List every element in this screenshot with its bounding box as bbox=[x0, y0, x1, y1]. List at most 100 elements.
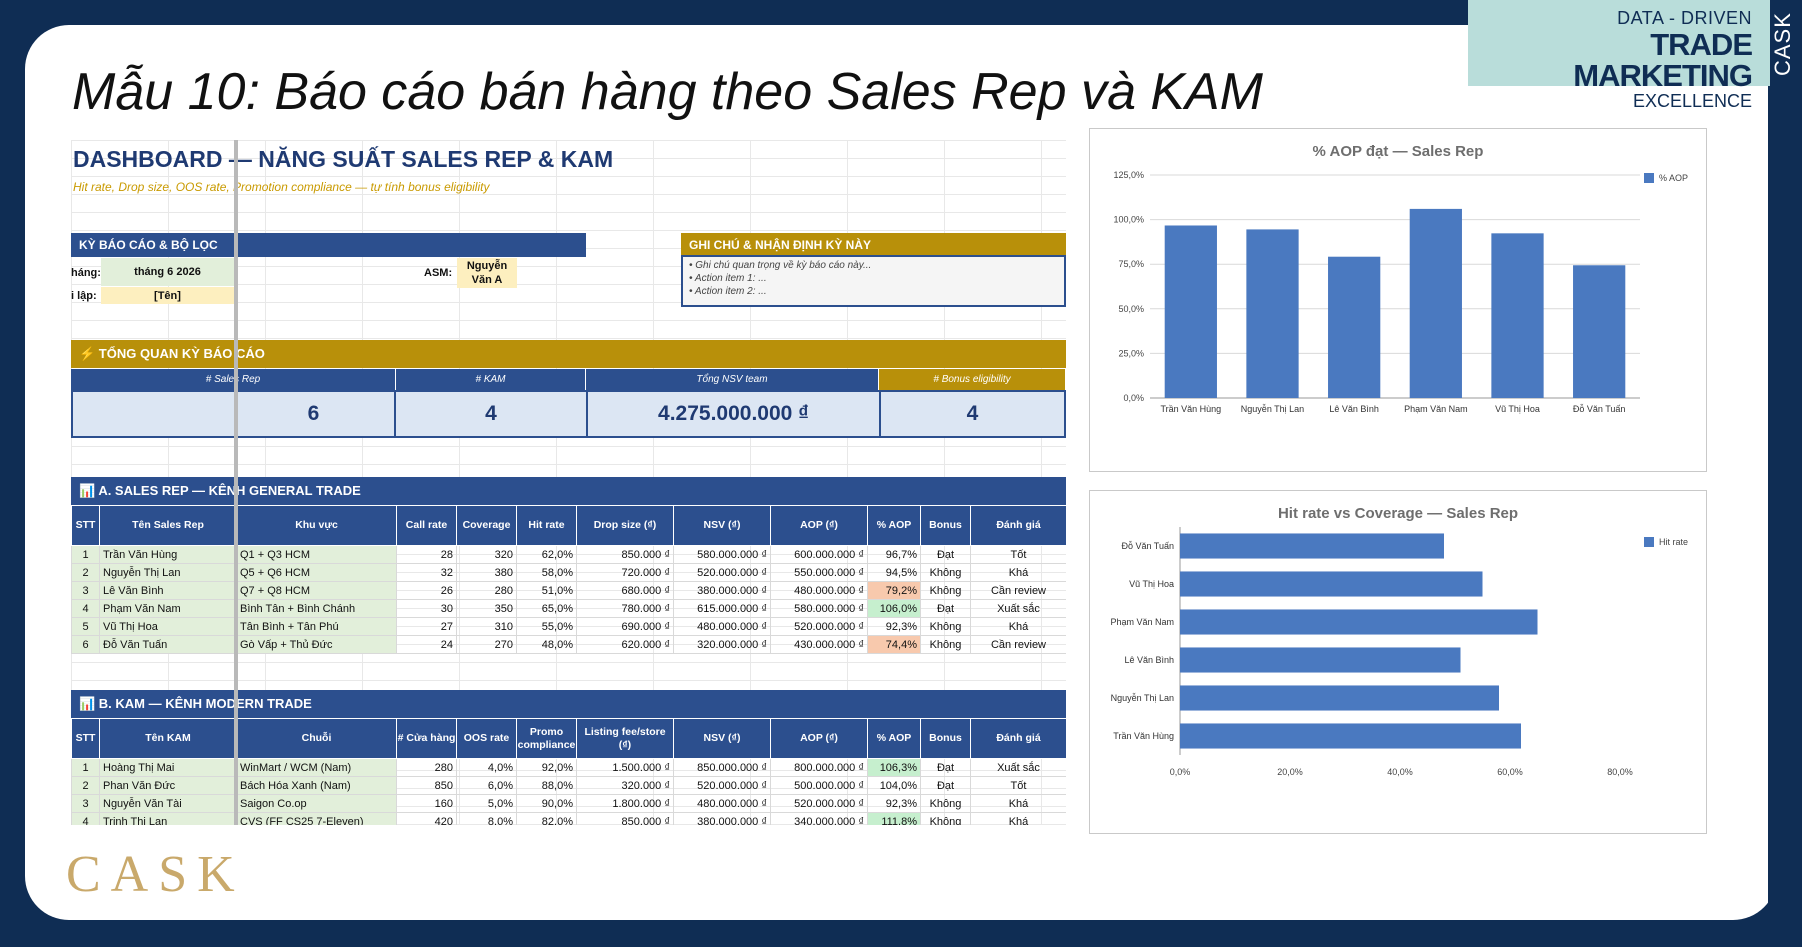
table-cell[interactable]: 615.000.000 ₫ bbox=[673, 599, 771, 618]
table-cell[interactable]: Không bbox=[920, 794, 971, 813]
table-cell[interactable]: Hoàng Thị Mai bbox=[99, 758, 237, 777]
column-header[interactable]: AOP (₫) bbox=[770, 505, 868, 546]
table-row[interactable]: 6 Đỗ Văn Tuấn Gò Vấp + Thủ Đức 24 270 48,0% 62… bbox=[71, 635, 1066, 654]
column-header[interactable]: % AOP bbox=[867, 505, 921, 546]
table-cell[interactable]: 55,0% bbox=[516, 617, 577, 636]
table-cell[interactable]: Không bbox=[920, 581, 971, 600]
table-cell[interactable]: CVS (FF CS25 7-Eleven) bbox=[236, 812, 397, 825]
table-cell[interactable]: 88,0% bbox=[516, 776, 577, 795]
table-cell[interactable]: 48,0% bbox=[516, 635, 577, 654]
table-row[interactable]: 2 Phan Văn Đức Bách Hóa Xanh (Nam) 850 6,0% 8… bbox=[71, 776, 1066, 795]
column-header[interactable]: Call rate bbox=[396, 505, 457, 546]
table-cell[interactable]: 620.000 ₫ bbox=[576, 635, 674, 654]
table-cell[interactable]: Trần Văn Hùng bbox=[99, 545, 237, 564]
column-header[interactable]: Đánh giá bbox=[970, 505, 1066, 546]
creator-cell[interactable]: [Tên] bbox=[101, 287, 234, 304]
table-cell[interactable]: 24 bbox=[396, 635, 457, 654]
table-cell[interactable]: 1.800.000 ₫ bbox=[576, 794, 674, 813]
table-cell[interactable]: Đạt bbox=[920, 545, 971, 564]
table-cell[interactable]: Đỗ Văn Tuấn bbox=[99, 635, 237, 654]
table-cell[interactable]: 520.000.000 ₫ bbox=[770, 794, 868, 813]
table-cell[interactable]: 58,0% bbox=[516, 563, 577, 582]
table-cell[interactable]: 160 bbox=[396, 794, 457, 813]
table-cell[interactable]: Cần review bbox=[970, 581, 1066, 600]
table-row[interactable]: 4 Phạm Văn Nam Bình Tân + Bình Chánh 30 350 6… bbox=[71, 599, 1066, 618]
freeze-pane-divider[interactable] bbox=[234, 140, 238, 825]
column-header[interactable]: # Cửa hàng bbox=[396, 718, 457, 759]
table-cell[interactable]: 106,3% bbox=[867, 758, 921, 777]
table-cell[interactable]: Phạm Văn Nam bbox=[99, 599, 237, 618]
table-cell[interactable]: 430.000.000 ₫ bbox=[770, 635, 868, 654]
table-cell[interactable]: 550.000.000 ₫ bbox=[770, 563, 868, 582]
table-cell[interactable]: 92,3% bbox=[867, 794, 921, 813]
column-header[interactable]: Tên Sales Rep bbox=[99, 505, 237, 546]
table-cell[interactable]: 850.000 ₫ bbox=[576, 545, 674, 564]
table-cell[interactable]: Tốt bbox=[970, 545, 1066, 564]
table-cell[interactable]: 92,3% bbox=[867, 617, 921, 636]
column-header[interactable]: NSV (₫) bbox=[673, 718, 771, 759]
table-cell[interactable]: 3 bbox=[71, 794, 100, 813]
table-row[interactable]: 4 Trịnh Thị Lan CVS (FF CS25 7-Eleven) 420 8… bbox=[71, 812, 1066, 825]
table-cell[interactable]: Khá bbox=[970, 794, 1066, 813]
column-header[interactable]: Bonus bbox=[920, 718, 971, 759]
table-cell[interactable]: Trịnh Thị Lan bbox=[99, 812, 237, 825]
table-cell[interactable]: Tốt bbox=[970, 776, 1066, 795]
column-header[interactable]: Promo compliance bbox=[516, 718, 577, 759]
table-cell[interactable]: 380.000.000 ₫ bbox=[673, 581, 771, 600]
table-cell[interactable]: Nguyễn Thị Lan bbox=[99, 563, 237, 582]
table-cell[interactable]: 850 bbox=[396, 776, 457, 795]
table-cell[interactable]: 28 bbox=[396, 545, 457, 564]
asm-cell[interactable]: Nguyễn Văn A bbox=[457, 258, 517, 288]
table-cell[interactable]: 5,0% bbox=[456, 794, 517, 813]
table-cell[interactable]: 340.000.000 ₫ bbox=[770, 812, 868, 825]
table-cell[interactable]: 480.000.000 ₫ bbox=[770, 581, 868, 600]
table-cell[interactable]: 5 bbox=[71, 617, 100, 636]
table-cell[interactable]: 380 bbox=[456, 563, 517, 582]
table-cell[interactable]: Không bbox=[920, 563, 971, 582]
column-header[interactable]: STT bbox=[71, 718, 100, 759]
table-cell[interactable]: 480.000.000 ₫ bbox=[673, 794, 771, 813]
column-header[interactable]: NSV (₫) bbox=[673, 505, 771, 546]
table-cell[interactable]: 310 bbox=[456, 617, 517, 636]
table-cell[interactable]: 65,0% bbox=[516, 599, 577, 618]
column-header[interactable]: Hit rate bbox=[516, 505, 577, 546]
table-cell[interactable]: 79,2% bbox=[867, 581, 921, 600]
table-cell[interactable]: 1 bbox=[71, 758, 100, 777]
table-cell[interactable]: 850.000.000 ₫ bbox=[673, 758, 771, 777]
table-cell[interactable]: Q7 + Q8 HCM bbox=[236, 581, 397, 600]
table-cell[interactable]: 780.000 ₫ bbox=[576, 599, 674, 618]
table-cell[interactable]: 8,0% bbox=[456, 812, 517, 825]
table-cell[interactable]: Xuất sắc bbox=[970, 758, 1066, 777]
table-cell[interactable]: Cần review bbox=[970, 635, 1066, 654]
table-cell[interactable]: 82,0% bbox=[516, 812, 577, 825]
column-header[interactable]: Listing fee/store (₫) bbox=[576, 718, 674, 759]
table-cell[interactable]: 4 bbox=[71, 599, 100, 618]
table-cell[interactable]: Đạt bbox=[920, 758, 971, 777]
table-cell[interactable]: 520.000.000 ₫ bbox=[673, 776, 771, 795]
table-cell[interactable]: Bách Hóa Xanh (Nam) bbox=[236, 776, 397, 795]
table-cell[interactable]: 580.000.000 ₫ bbox=[673, 545, 771, 564]
table-cell[interactable]: Khá bbox=[970, 812, 1066, 825]
table-row[interactable]: 1 Hoàng Thị Mai WinMart / WCM (Nam) 280 4,0%… bbox=[71, 758, 1066, 777]
column-header[interactable]: Khu vực bbox=[236, 505, 397, 546]
table-cell[interactable]: WinMart / WCM (Nam) bbox=[236, 758, 397, 777]
table-cell[interactable]: 62,0% bbox=[516, 545, 577, 564]
table-cell[interactable]: Tân Bình + Tân Phú bbox=[236, 617, 397, 636]
table-cell[interactable]: 270 bbox=[456, 635, 517, 654]
table-cell[interactable]: Đạt bbox=[920, 599, 971, 618]
table-cell[interactable]: Gò Vấp + Thủ Đức bbox=[236, 635, 397, 654]
table-cell[interactable]: 480.000.000 ₫ bbox=[673, 617, 771, 636]
table-cell[interactable]: 30 bbox=[396, 599, 457, 618]
table-cell[interactable]: 32 bbox=[396, 563, 457, 582]
table-cell[interactable]: 580.000.000 ₫ bbox=[770, 599, 868, 618]
table-cell[interactable]: 94,5% bbox=[867, 563, 921, 582]
table-cell[interactable]: 74,4% bbox=[867, 635, 921, 654]
table-cell[interactable]: 6,0% bbox=[456, 776, 517, 795]
table-row[interactable]: 5 Vũ Thị Hoa Tân Bình + Tân Phú 27 310 55,0% 6… bbox=[71, 617, 1066, 636]
table-cell[interactable]: 27 bbox=[396, 617, 457, 636]
table-cell[interactable]: Saigon Co.op bbox=[236, 794, 397, 813]
aop-chart[interactable]: % AOP đạt — Sales Rep % AOP 0,0% 25,0% 50,… bbox=[1089, 128, 1707, 472]
table-cell[interactable]: Đạt bbox=[920, 776, 971, 795]
table-cell[interactable]: Phan Văn Đức bbox=[99, 776, 237, 795]
table-cell[interactable]: 520.000.000 ₫ bbox=[770, 617, 868, 636]
